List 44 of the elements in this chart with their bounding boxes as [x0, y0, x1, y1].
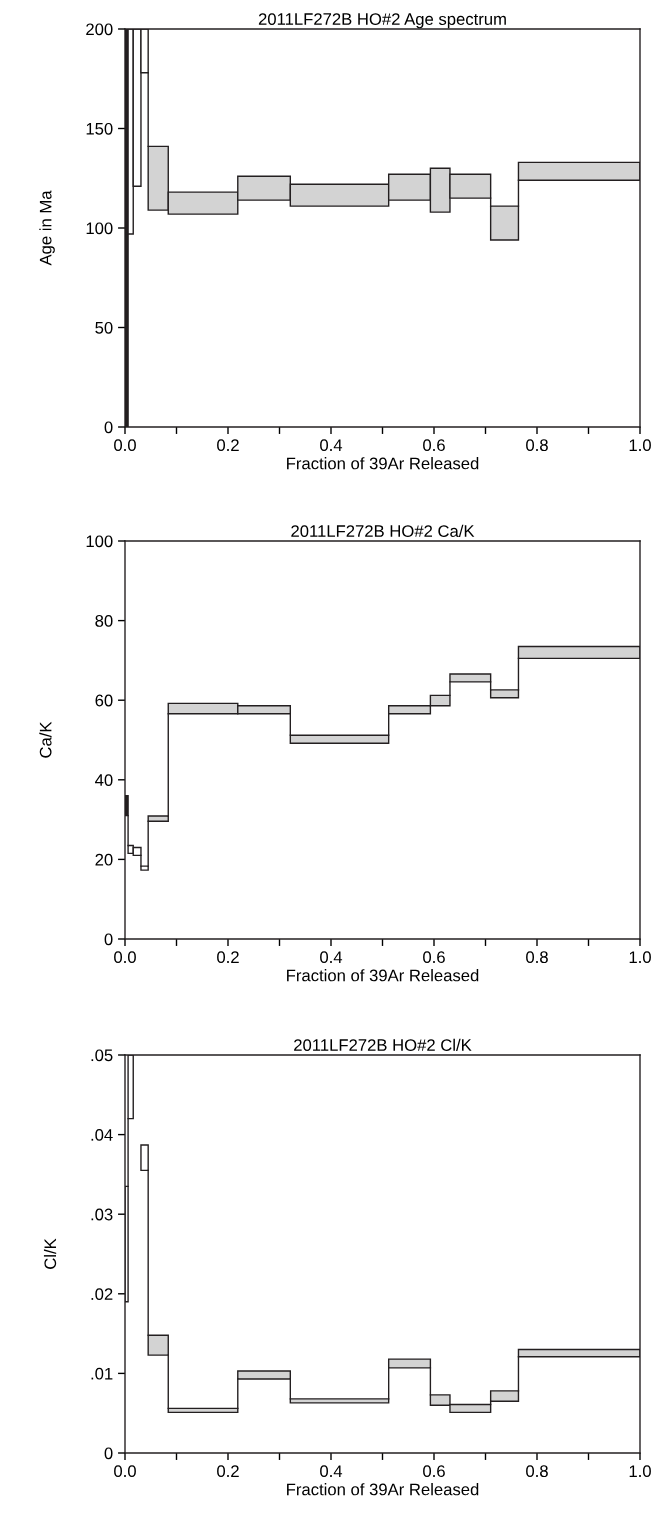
y-tick-label: 100	[86, 222, 113, 235]
x-tick-label: 1.0	[629, 439, 651, 452]
y-tick-label: 50	[95, 321, 113, 334]
y-axis-title: Cl/K	[43, 1238, 57, 1269]
y-axis-title: Age in Ma	[39, 190, 55, 266]
y-tick-label: 0	[104, 933, 113, 946]
x-tick-label: 0.6	[423, 439, 445, 452]
x-tick-label: 0.4	[320, 439, 343, 452]
x-tick-label: 0.6	[423, 951, 445, 964]
x-tick-label: 0.4	[320, 1465, 343, 1478]
x-tick-label: 0.0	[114, 951, 136, 964]
y-tick-label: 100	[86, 535, 113, 548]
y-axis-title: Ca/K	[39, 721, 52, 758]
x-tick-label: 0.4	[320, 951, 343, 964]
x-axis-title: Fraction of 39Ar Released	[287, 1483, 479, 1496]
y-tick-label: 20	[95, 853, 113, 866]
chart-title: 2011LF272B HO#2 Cl/K	[294, 1038, 472, 1051]
y-tick-label: .02	[91, 1288, 113, 1300]
x-tick-label: 0.8	[526, 951, 548, 964]
y-tick-label: 80	[95, 615, 113, 627]
y-tick-label: .04	[91, 1129, 113, 1141]
chart-title: 2011LF272B HO#2 Age spectrum	[258, 13, 506, 29]
y-tick-label: 150	[86, 122, 113, 135]
x-tick-label: 0.6	[423, 1465, 445, 1478]
y-tick-label: 200	[86, 23, 113, 36]
x-tick-label: 0.0	[114, 439, 136, 452]
y-tick-label: 0	[104, 1447, 113, 1460]
x-tick-label: 1.0	[629, 951, 651, 964]
y-tick-label: .03	[91, 1208, 113, 1221]
x-axis-title: Fraction of 39Ar Released	[287, 457, 479, 470]
x-tick-label: 0.2	[217, 439, 239, 452]
x-tick-label: 0.2	[217, 951, 239, 964]
x-tick-label: 0.8	[526, 439, 548, 452]
y-tick-label: .05	[91, 1049, 113, 1062]
y-tick-label: 0	[104, 421, 113, 434]
x-tick-label: 1.0	[629, 1465, 651, 1478]
x-axis-title: Fraction of 39Ar Released	[287, 969, 479, 982]
x-tick-label: 0.2	[217, 1465, 239, 1478]
x-tick-label: 0.8	[526, 1465, 548, 1478]
y-tick-label: 40	[95, 774, 113, 786]
y-tick-label: 60	[95, 694, 113, 707]
chart-title: 2011LF272B HO#2 Ca/K	[291, 524, 475, 537]
x-tick-label: 0.0	[114, 1465, 136, 1478]
y-tick-label: .01	[91, 1367, 113, 1380]
